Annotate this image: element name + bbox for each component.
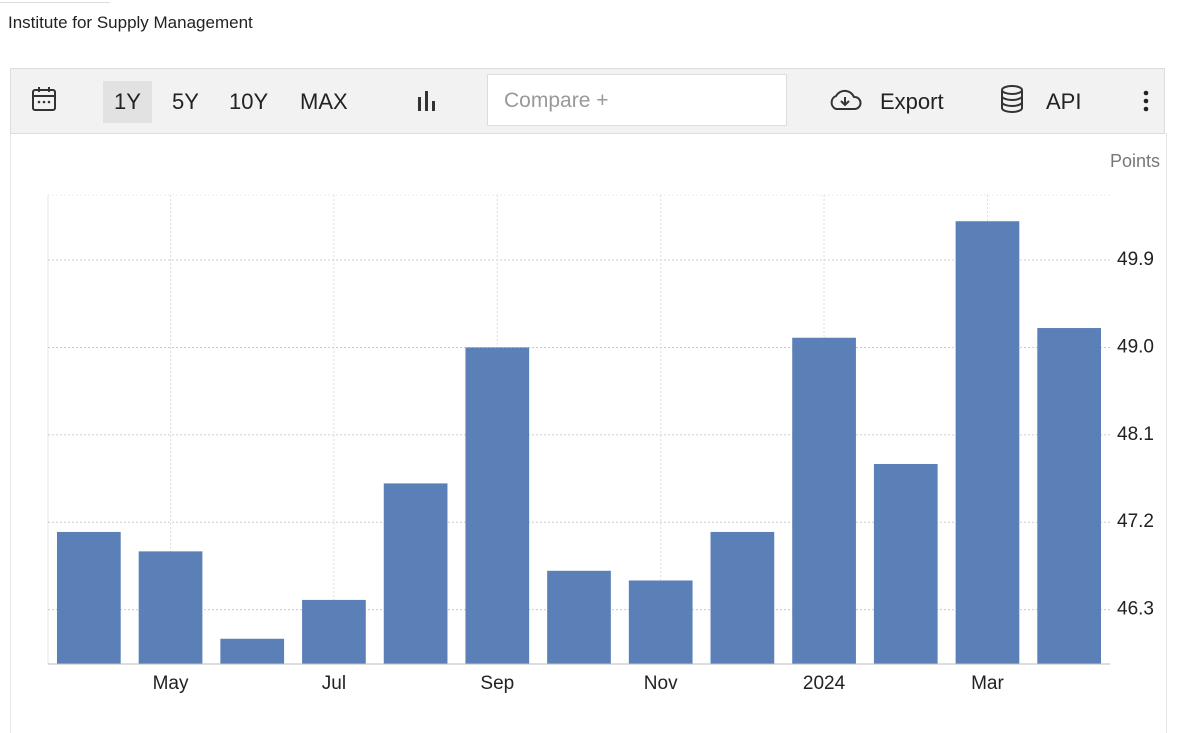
toolbar: 1Y 5Y 10Y MAX Compare + Export API [10,68,1165,134]
bar [792,337,856,664]
x-tick-label: Mar [971,673,1004,694]
range-button[interactable]: MAX [300,89,348,114]
x-tick-label: Nov [644,673,678,694]
bar [383,483,448,664]
x-tick-label: 2024 [803,673,846,694]
bar [465,347,530,664]
bar [138,551,203,664]
bar [873,463,938,664]
y-tick-label: 49.9 [1117,249,1154,270]
source-title: Institute for Supply Management [8,13,253,32]
bar [220,638,285,664]
x-tick-label: Jul [322,673,346,694]
bar [547,570,611,664]
range-button[interactable]: 10Y [229,89,269,114]
more-menu[interactable] [1141,89,1151,115]
export-button[interactable]: Export [880,89,944,114]
bar [1037,328,1102,664]
bar [710,531,775,664]
database-icon[interactable] [999,84,1025,114]
calendar-icon[interactable] [31,86,57,112]
bar [628,580,693,664]
chart-panel [10,133,1167,733]
bar [302,599,366,664]
y-tick-label: 49.0 [1117,336,1154,357]
chart-type-icon[interactable] [415,89,441,113]
api-button[interactable]: API [1046,89,1082,114]
unit-label: Points [1110,151,1160,171]
bar [955,221,1020,664]
compare-input[interactable]: Compare + [487,74,787,126]
range-button[interactable]: 1Y [103,81,152,123]
y-tick-label: 48.1 [1117,424,1154,445]
y-tick-label: 46.3 [1117,599,1154,620]
cloud-icon[interactable] [827,87,863,113]
x-tick-label: Sep [480,673,514,694]
tab-edge [0,0,110,3]
y-tick-label: 47.2 [1117,511,1154,532]
range-button[interactable]: 5Y [172,89,199,114]
bar [56,531,121,664]
x-tick-label: May [153,673,189,694]
